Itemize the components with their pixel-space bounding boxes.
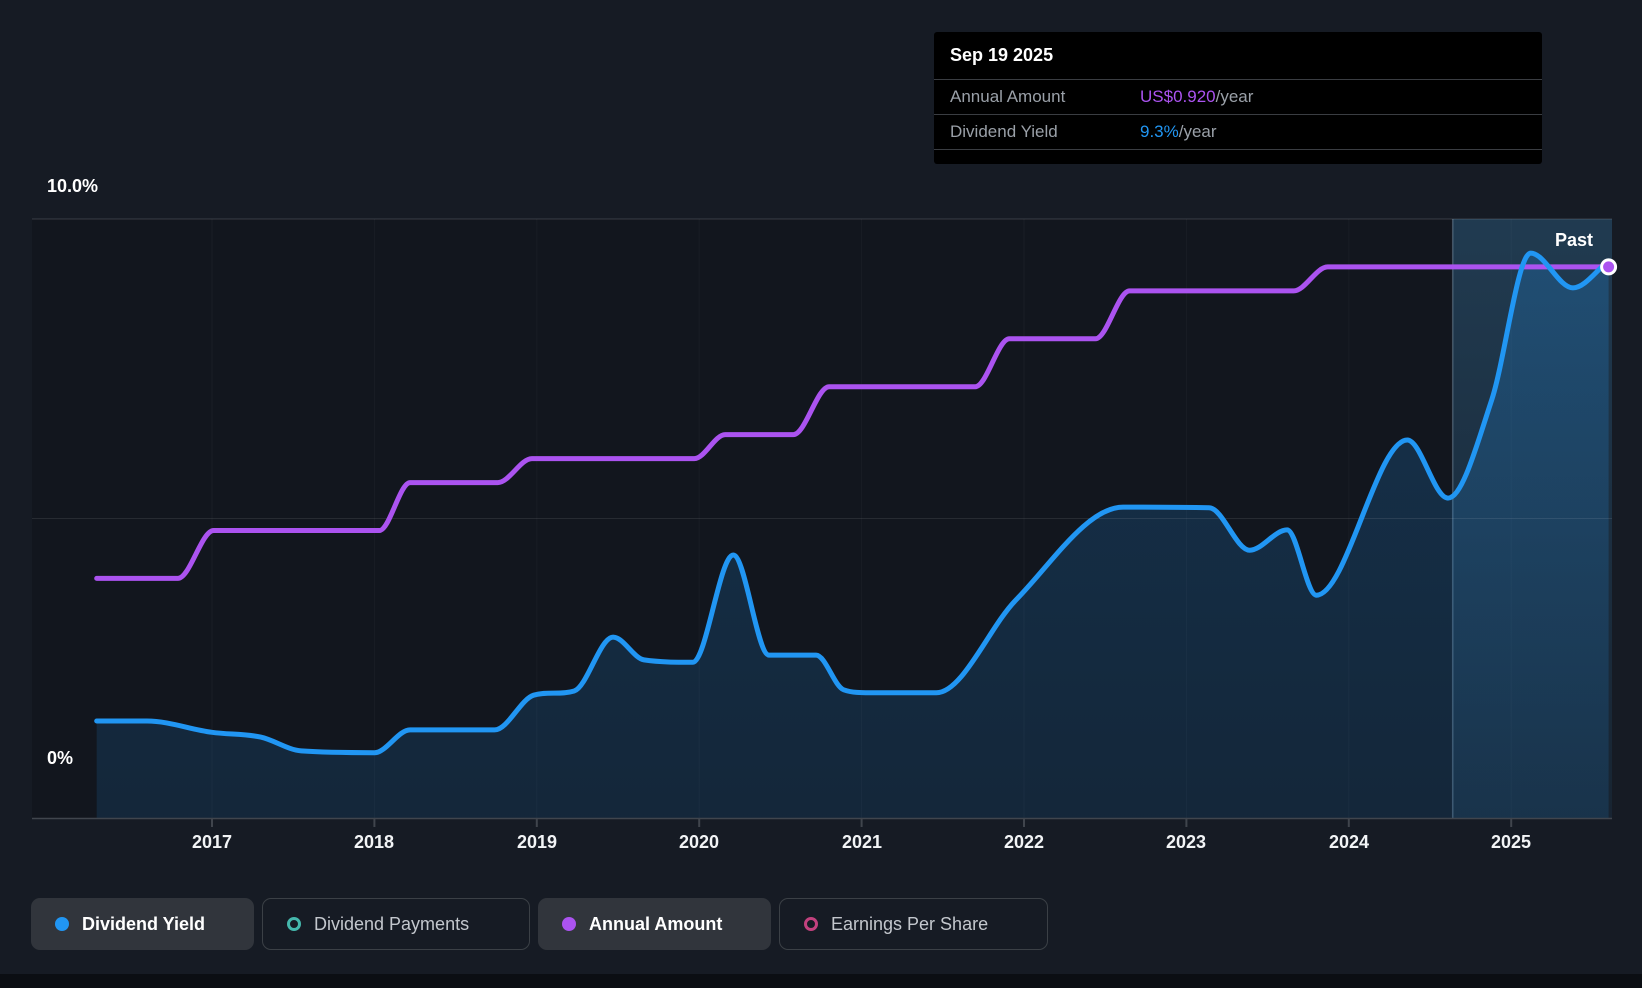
earnings-per-share-ring-icon	[804, 917, 818, 931]
x-axis-label: 2018	[353, 832, 395, 852]
chart-tooltip: Sep 19 2025 Annual Amount US$0.920 /year…	[934, 32, 1542, 164]
x-axis-label: 2019	[516, 832, 558, 852]
legend-label: Dividend Yield	[82, 913, 206, 934]
tooltip-value-suffix: /year	[1178, 122, 1217, 141]
x-axis-label: 2024	[1328, 832, 1370, 852]
x-axis-label: 2023	[1165, 832, 1207, 852]
legend-label: Annual Amount	[589, 913, 723, 934]
tooltip-label: Dividend Yield	[950, 122, 1058, 141]
y-axis-label-bottom: 0%	[47, 748, 74, 768]
legend-label: Earnings Per Share	[831, 913, 989, 934]
annual-amount-dot-icon	[562, 917, 576, 931]
x-axis-label: 2017	[191, 832, 233, 852]
dividend-yield-dot-icon	[55, 917, 69, 931]
legend-label: Dividend Payments	[314, 913, 470, 934]
x-axis-label: 2022	[1003, 832, 1045, 852]
legend-annual-amount-button[interactable]: Annual Amount	[538, 898, 771, 950]
bottom-edge-strip	[0, 974, 1642, 988]
series-end-marker	[1600, 258, 1618, 276]
legend-dividend-yield-button[interactable]: Dividend Yield	[31, 898, 254, 950]
tooltip-label: Annual Amount	[950, 87, 1066, 106]
x-axis-label: 2025	[1490, 832, 1532, 852]
tooltip-row-annual-amount: Annual Amount US$0.920 /year	[934, 80, 1542, 115]
legend-dividend-payments-button[interactable]: Dividend Payments	[262, 898, 530, 950]
past-region-label: Past	[1554, 230, 1594, 250]
tooltip-value: 9.3%	[1140, 122, 1179, 141]
y-axis-label-top: 10.0%	[47, 176, 99, 196]
tooltip-value-suffix: /year	[1215, 87, 1254, 106]
tooltip-row-dividend-yield: Dividend Yield 9.3% /year	[934, 115, 1542, 150]
x-axis-label: 2021	[841, 832, 883, 852]
x-axis-label: 2020	[678, 832, 720, 852]
legend-earnings-per-share-button[interactable]: Earnings Per Share	[779, 898, 1048, 950]
tooltip-date: Sep 19 2025	[934, 32, 1542, 80]
tooltip-value: US$0.920	[1140, 87, 1216, 106]
dividend-payments-ring-icon	[287, 917, 301, 931]
